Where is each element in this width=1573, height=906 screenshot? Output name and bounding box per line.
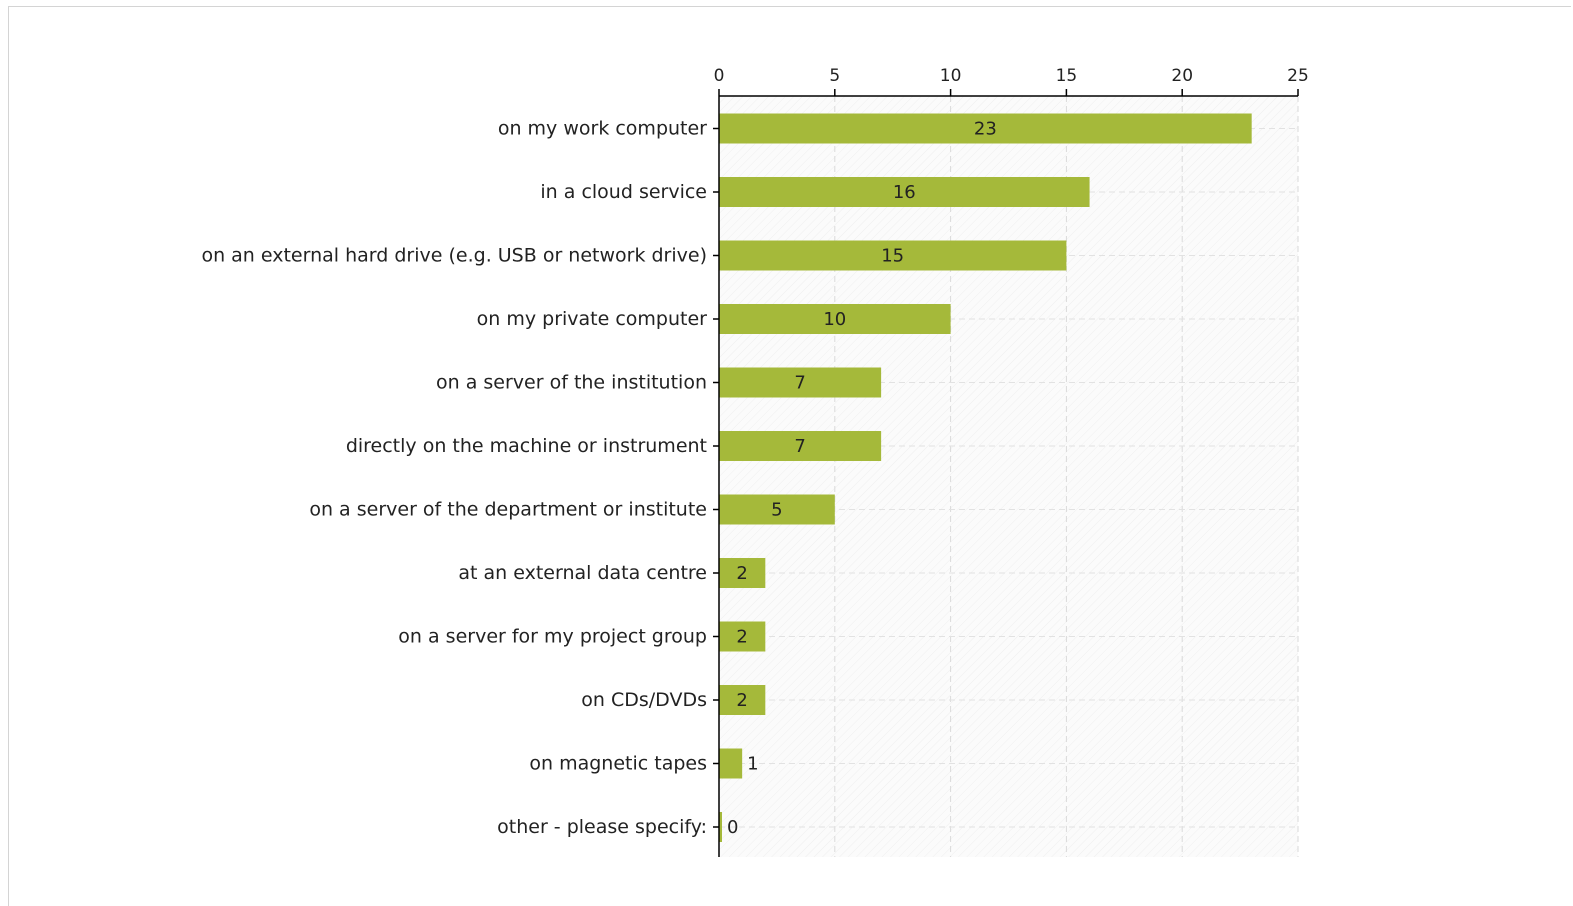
data-label: 10 [823,309,846,330]
data-label: 23 [974,119,997,140]
data-label: 1 [747,754,758,775]
category-label: directly on the machine or instrument [346,435,707,457]
x-axis-ticks: 0 5 10 15 20 25 [714,66,1309,96]
x-tick-label: 0 [714,66,725,86]
bar [719,748,743,779]
data-label: 15 [881,246,904,267]
category-labels: on my work computer in a cloud service on … [201,118,719,838]
category-label: on a server of the department or institu… [309,499,707,521]
category-label: on a server for my project group [398,626,707,648]
bar [719,621,766,652]
category-label: on an external hard drive (e.g. USB or n… [201,245,707,267]
category-label: in a cloud service [540,181,707,203]
category-label: on a server of the institution [436,372,707,394]
x-tick-label: 25 [1287,66,1309,86]
category-label: on magnetic tapes [529,753,707,775]
chart-frame: 0 5 10 15 20 25 on my work computer in a cloud… [8,6,1571,906]
bar [719,685,766,715]
plot-area [719,96,1298,857]
data-label: 7 [794,373,805,394]
bar [719,240,1067,271]
data-label: 7 [794,436,805,457]
data-label: 2 [736,690,747,711]
data-label: 2 [736,627,747,648]
bars [719,113,1252,842]
gridlines [719,96,1299,857]
bar [719,177,1090,207]
category-label: at an external data centre [458,562,707,584]
bar [719,558,766,588]
category-label: on my private computer [477,308,708,330]
bar [719,494,835,525]
category-label: other - please specify: [497,816,707,838]
data-label: 0 [727,817,738,838]
axes [718,95,1298,857]
bar [719,304,951,334]
x-tick-label: 15 [1056,66,1078,86]
bar [719,113,1252,144]
data-label: 16 [893,182,916,203]
x-tick-label: 20 [1171,66,1193,86]
x-tick-label: 5 [829,66,840,86]
plot-background [719,96,1298,857]
category-label: on CDs/DVDs [581,689,707,711]
bar [719,431,882,461]
data-label: 2 [736,563,747,584]
bar [719,812,722,842]
bar [719,367,882,398]
x-tick-label: 10 [940,66,962,86]
category-label: on my work computer [498,118,707,140]
data-label: 5 [771,500,782,521]
